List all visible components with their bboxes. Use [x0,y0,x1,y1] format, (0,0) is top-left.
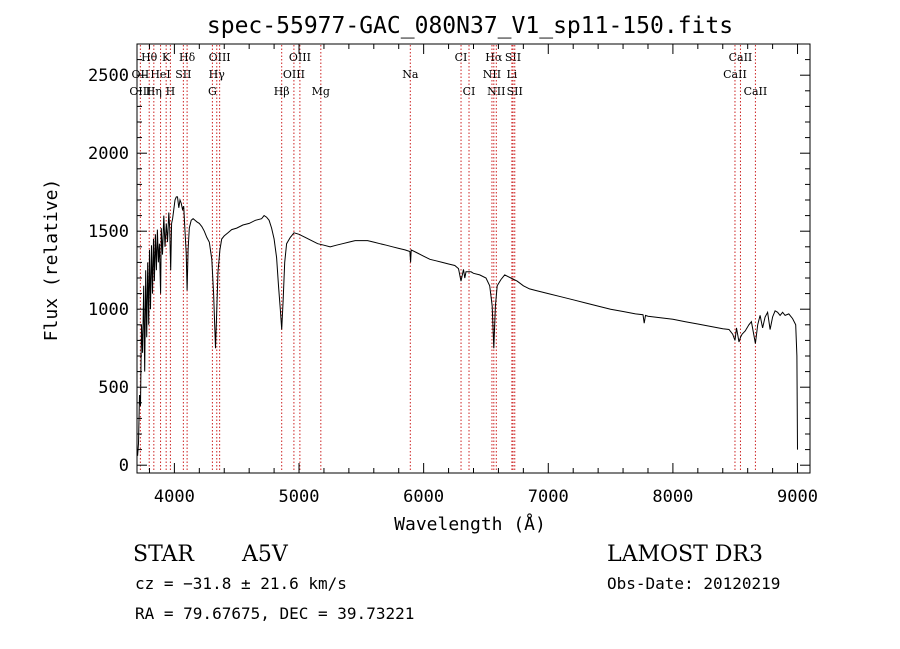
line-marker-label: Hη [146,85,162,98]
coordinates: RA = 79.67675, DEC = 39.73221 [135,604,414,623]
line-marker-label: K [162,51,171,64]
spectrum-line [137,196,798,456]
y-tick-label: 1000 [88,300,129,320]
line-marker-label: CI [455,51,468,64]
line-marker-label: Hγ [209,68,226,81]
y-tick-label: 500 [98,378,129,398]
chart-title: spec-55977-GAC_080N37_V1_sp11-150.fits [207,13,733,39]
line-marker-label: G [208,85,217,98]
obs-date: Obs-Date: 20120219 [607,574,780,593]
line-marker-label: OII [132,68,150,81]
line-marker-label: Hδ [179,51,196,64]
line-marker-label: NII [487,85,505,98]
line-marker-label: NII [483,68,501,81]
x-tick-label: 4000 [154,487,195,507]
line-marker-label: HeI [150,68,170,81]
plot-frame [136,43,811,474]
x-tick-label: 7000 [528,487,569,507]
line-marker-label: Na [402,68,419,81]
survey-name: LAMOST DR3 [607,542,763,567]
y-tick-label: 0 [119,456,129,476]
y-tick-label: 2500 [88,66,129,86]
x-tick-label: 8000 [652,487,693,507]
line-marker-label: CI [463,85,476,98]
line-marker-label: CaII [723,68,747,81]
x-axis-ticks: 4000 5000 6000 7000 8000 9000 [148,44,818,507]
line-marker-label: SII [505,51,521,64]
object-class: STAR [133,542,195,567]
x-axis-label: Wavelength (Å) [394,513,546,535]
object-subclass: A5V [241,542,289,567]
x-tick-label: 9000 [777,487,818,507]
line-marker-label: Hθ [141,51,158,64]
y-tick-label: 2000 [88,144,129,164]
y-axis-label: Flux (relative) [41,179,62,342]
x-tick-label: 5000 [279,487,320,507]
y-axis-ticks: 0 500 1000 1500 2000 2500 [88,59,810,476]
line-marker-label: SII [175,68,191,81]
line-marker-label: CaII [729,51,753,64]
line-marker-label: Hα [485,51,503,64]
line-marker-label: SII [507,85,523,98]
x-tick-label: 6000 [403,487,444,507]
line-marker-label: OIII [129,85,151,98]
line-marker-label: Li [506,68,517,81]
line-marker-label: Hβ [274,85,290,98]
line-marker-label: CaII [744,85,768,98]
line-marker-label: OIII [289,51,311,64]
line-marker-label: H [166,85,176,98]
y-tick-label: 1500 [88,222,129,242]
line-marker-label: OIII [209,51,231,64]
redshift-text: cz = −31.8 ± 21.6 km/s [135,574,347,593]
line-marker-label: Mg [312,85,330,98]
line-marker-label: OIII [283,68,305,81]
